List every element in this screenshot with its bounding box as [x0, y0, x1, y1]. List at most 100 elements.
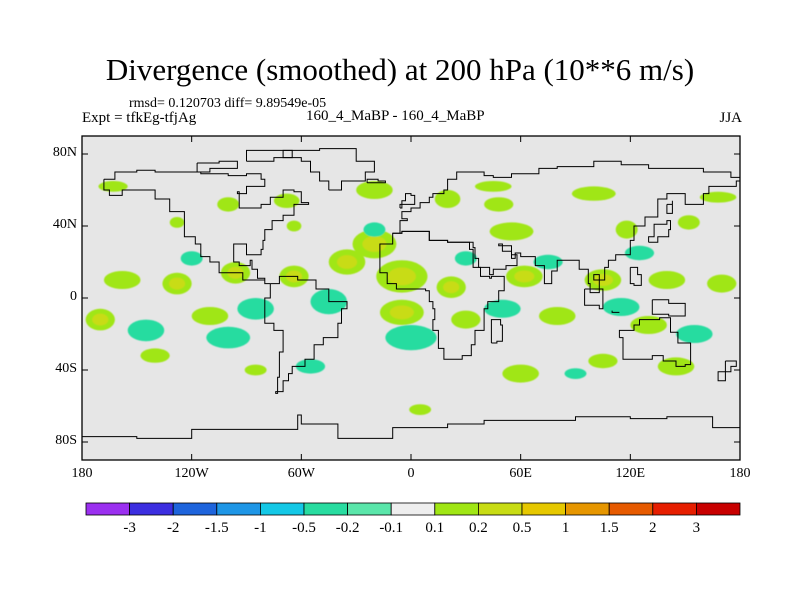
divergence-blob — [676, 325, 713, 343]
coastline — [392, 160, 740, 294]
coastline — [618, 317, 692, 367]
divergence-blob — [286, 220, 302, 232]
divergence-core — [362, 236, 387, 252]
divergence-blob — [140, 348, 170, 363]
divergence-core — [514, 270, 535, 283]
divergence-blob — [489, 222, 534, 241]
coastline — [246, 149, 293, 162]
divergence-blob — [588, 353, 618, 369]
colorbar-label: 3 — [692, 520, 701, 536]
coastline — [629, 266, 642, 286]
divergence-blob — [434, 190, 461, 208]
colorbar-swatch — [85, 502, 130, 516]
lat-tick-label: 40N — [52, 217, 77, 232]
divergence-blob — [474, 181, 512, 192]
divergence-blob — [707, 274, 737, 293]
divergence-blob — [571, 186, 616, 201]
colorbar-swatch — [390, 502, 436, 516]
divergence-field — [85, 181, 737, 415]
colorbar-label: -0.5 — [292, 520, 316, 536]
coastline — [648, 220, 671, 243]
plot-title: Divergence (smoothed) at 200 hPa (10**6 … — [105, 52, 695, 87]
colorbar-swatch — [216, 502, 261, 516]
divergence-blob — [363, 222, 386, 237]
divergence-blob — [648, 271, 686, 289]
coastline — [399, 193, 416, 209]
divergence-blob — [169, 217, 185, 228]
divergence-blob — [624, 245, 655, 261]
coastline — [82, 414, 740, 439]
divergence-blob — [244, 364, 267, 376]
lat-tick-label: 0 — [70, 289, 77, 304]
divergence-blob — [564, 368, 587, 379]
coastline — [366, 178, 386, 184]
divergence-blob — [484, 299, 521, 318]
divergence-blob — [533, 254, 563, 270]
divergence-blob — [502, 364, 539, 383]
divergence-blob — [295, 359, 326, 374]
divergence-blob — [356, 181, 393, 199]
divergence-blob — [677, 215, 700, 230]
divergence-core — [389, 305, 414, 320]
lat-tick-label: 80S — [55, 433, 77, 448]
divergence-core — [387, 267, 416, 286]
coastlines — [82, 148, 740, 439]
coastline — [666, 200, 673, 214]
colorbar-label: -0.2 — [335, 520, 360, 536]
divergence-blob — [385, 325, 437, 351]
map-background — [82, 136, 740, 460]
divergence-blob — [699, 191, 737, 203]
divergence-blob — [409, 404, 432, 415]
divergence-blob — [127, 319, 165, 342]
divergence-blob — [103, 271, 141, 289]
coastline — [651, 299, 686, 317]
divergence-blob — [273, 193, 300, 208]
case-label: 160_4_MaBP - 160_4_MaBP — [306, 108, 485, 124]
divergence-core — [336, 255, 358, 269]
colorbar-swatch — [129, 502, 174, 516]
divergence-blob — [615, 220, 638, 239]
divergence-blob — [206, 326, 251, 349]
divergence-blob — [484, 197, 514, 212]
divergence-blob — [191, 307, 229, 325]
colorbar-label: -2 — [166, 520, 180, 536]
colorbar-swatch — [565, 502, 610, 516]
axis-ticks — [81, 136, 741, 460]
colorbar-swatch — [172, 502, 218, 516]
coastline — [717, 360, 737, 382]
divergence-core — [169, 277, 186, 290]
colorbar-label: 2 — [649, 520, 657, 536]
colorbar-label: -1.5 — [204, 520, 229, 536]
coastline — [196, 160, 238, 173]
colorbar-swatch — [259, 502, 305, 516]
lon-tick-label: 120E — [615, 466, 646, 481]
colorbar-swatch — [652, 502, 697, 516]
coastline — [490, 319, 503, 344]
coastline — [103, 169, 310, 285]
divergence-blob — [180, 251, 203, 266]
divergence-blob — [602, 298, 640, 316]
colorbar-label: 0.5 — [512, 520, 532, 536]
colorbar-label: 1.5 — [599, 520, 619, 536]
divergence-core — [92, 313, 109, 326]
experiment-label: Expt = tfkEg-tfjAg — [82, 110, 197, 126]
colorbar-label: -0.1 — [379, 520, 404, 536]
coastline — [264, 275, 348, 394]
colorbar-label: 1 — [561, 520, 570, 536]
lon-tick-label: 120W — [174, 466, 209, 481]
divergence-blob — [237, 298, 274, 320]
lon-tick-label: 60E — [509, 466, 532, 481]
divergence-blob — [98, 181, 128, 192]
coastline — [282, 148, 375, 191]
divergence-core — [443, 281, 460, 294]
divergence-blob — [538, 307, 576, 325]
lon-tick-label: 0 — [407, 466, 415, 481]
lon-tick-label: 180 — [71, 466, 93, 481]
colorbar — [85, 502, 741, 516]
colorbar-swatch — [434, 502, 479, 516]
coastline — [611, 310, 620, 313]
lon-tick-label: 60W — [287, 466, 315, 481]
divergence-blob — [451, 310, 481, 329]
colorbar-swatch — [477, 502, 523, 516]
